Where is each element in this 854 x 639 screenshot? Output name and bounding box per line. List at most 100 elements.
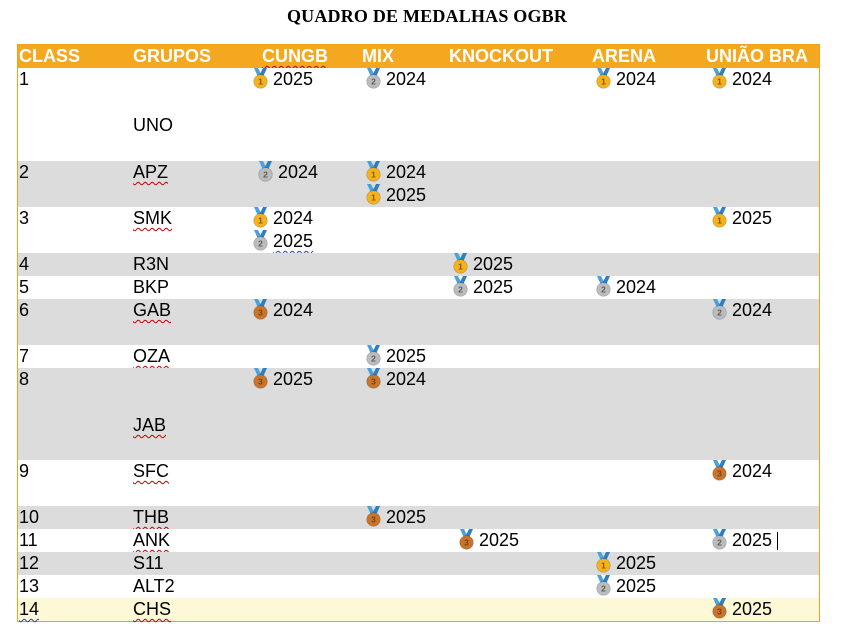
table-row: 8 JAB 3 2025 3 2024 <box>18 368 819 460</box>
cungb-medal-entry[interactable]: 3 2024 <box>252 299 313 322</box>
uniao-medal-entry[interactable]: 2 2025 <box>711 529 779 552</box>
grupo-value: APZ <box>133 162 169 182</box>
arena-medal-entry[interactable]: 2 2024 <box>595 276 656 299</box>
header-arena[interactable]: ARENA <box>592 46 657 66</box>
silver-medal-icon: 2 <box>712 299 727 320</box>
table-row: 12 S11 1 2025 <box>18 552 819 575</box>
medal-year: 2025 <box>386 507 427 527</box>
medal-year: 2024 <box>732 461 773 481</box>
header-grupos[interactable]: GRUPOS <box>133 46 212 66</box>
grupo-cell[interactable]: JAB <box>133 414 166 437</box>
medal-year: 2025 <box>386 185 427 205</box>
arena-medal-entry[interactable]: 1 2024 <box>595 68 656 91</box>
text-cursor <box>777 531 779 550</box>
class-cell[interactable]: 10 <box>19 506 39 529</box>
medal-year: 2024 <box>278 162 319 182</box>
table-row: 3 SMK 1 2024 2 2025 1 2025 <box>18 207 819 253</box>
medal-year: 2025 <box>616 553 657 573</box>
header-uniao[interactable]: UNIÃO BRA <box>706 46 808 66</box>
class-cell[interactable]: 14 <box>19 598 39 621</box>
grupo-cell[interactable]: GAB <box>133 299 171 322</box>
medal-year: 2024 <box>732 300 773 320</box>
silver-medal-icon: 2 <box>258 161 273 182</box>
grupo-value: SMK <box>133 208 173 228</box>
uniao-medal-entry[interactable]: 3 2025 <box>711 598 772 621</box>
svg-text:3: 3 <box>258 308 263 318</box>
header-knockout[interactable]: KNOCKOUT <box>449 46 553 66</box>
table-row: 5 BKP 2 2025 2 2024 <box>18 276 819 299</box>
mix-medal-entry[interactable]: 1 2024 <box>365 161 426 184</box>
knockout-medal-entry[interactable]: 1 2025 <box>452 253 513 276</box>
cungb-medal-entry[interactable]: 2 2024 <box>257 161 318 184</box>
bronze-medal-icon: 3 <box>712 460 727 481</box>
uniao-medal-entry[interactable]: 1 2025 <box>711 207 772 230</box>
mix-medal-entry[interactable]: 2 2024 <box>365 68 426 91</box>
class-cell[interactable]: 4 <box>19 253 29 276</box>
grupo-cell[interactable]: UNO <box>133 114 173 137</box>
class-cell[interactable]: 1 <box>19 68 29 91</box>
medal-year: 2025 <box>732 530 773 550</box>
grupo-cell[interactable]: SFC <box>133 460 169 483</box>
mix-medal-entry[interactable]: 1 2025 <box>365 184 426 207</box>
header-cungb-label: CUNGB <box>262 46 328 66</box>
class-cell[interactable]: 9 <box>19 460 29 483</box>
grupo-cell[interactable]: S11 <box>133 552 164 575</box>
mix-medal-entry[interactable]: 2 2025 <box>365 345 426 368</box>
grupo-cell[interactable]: OZA <box>133 345 170 368</box>
grupo-cell[interactable]: BKP <box>133 276 169 299</box>
class-cell[interactable]: 5 <box>19 276 29 299</box>
grupo-value: GAB <box>133 300 172 320</box>
class-value: 1 <box>19 69 30 89</box>
grupo-cell[interactable]: CHS <box>133 598 171 621</box>
cungb-medal-entry[interactable]: 3 2025 <box>252 368 313 391</box>
svg-text:2: 2 <box>601 584 606 594</box>
uniao-medal-entry[interactable]: 3 2024 <box>711 460 772 483</box>
grupo-value: S11 <box>133 553 164 573</box>
class-cell[interactable]: 3 <box>19 207 29 230</box>
svg-text:3: 3 <box>371 515 376 525</box>
class-cell[interactable]: 12 <box>19 552 39 575</box>
arena-medal-entry[interactable]: 2 2025 <box>595 575 656 598</box>
class-cell[interactable]: 8 <box>19 368 29 391</box>
svg-text:2: 2 <box>601 285 606 295</box>
table-row: 9 SFC 3 2024 <box>18 460 819 506</box>
medal-year: 2025 <box>732 208 773 228</box>
class-cell[interactable]: 13 <box>19 575 39 598</box>
cungb-medal-entry[interactable]: 2 2025 <box>252 230 313 253</box>
grupo-cell[interactable]: R3N <box>133 253 169 276</box>
grupo-cell[interactable]: ANK <box>133 529 170 552</box>
class-value: 2 <box>19 162 30 182</box>
silver-medal-icon: 2 <box>596 575 611 596</box>
silver-medal-icon: 2 <box>253 230 268 251</box>
svg-text:2: 2 <box>717 538 722 548</box>
class-value: 8 <box>19 369 30 389</box>
knockout-medal-entry[interactable]: 2 2025 <box>452 276 513 299</box>
grupo-cell[interactable]: ALT2 <box>133 575 175 598</box>
medal-year: 2025 <box>273 231 314 251</box>
silver-medal-icon: 2 <box>596 276 611 297</box>
grupo-value: ALT2 <box>133 576 175 596</box>
header-mix[interactable]: MIX <box>362 46 395 66</box>
class-cell[interactable]: 2 <box>19 161 29 184</box>
grupo-cell[interactable]: APZ <box>133 161 168 184</box>
class-cell[interactable]: 7 <box>19 345 29 368</box>
header-cungb[interactable]: CUNGB <box>262 45 328 68</box>
knockout-medal-entry[interactable]: 3 2025 <box>458 529 519 552</box>
mix-medal-entry[interactable]: 3 2025 <box>365 506 426 529</box>
grupo-cell[interactable]: THB <box>133 506 169 529</box>
bronze-medal-icon: 3 <box>712 598 727 619</box>
grupo-cell[interactable]: SMK <box>133 207 172 230</box>
mix-medal-entry[interactable]: 3 2024 <box>365 368 426 391</box>
header-class[interactable]: CLASS <box>19 46 81 66</box>
svg-text:2: 2 <box>258 239 263 249</box>
cungb-medal-entry[interactable]: 1 2024 <box>252 207 313 230</box>
uniao-medal-entry[interactable]: 2 2024 <box>711 299 772 322</box>
class-cell[interactable]: 6 <box>19 299 29 322</box>
svg-text:1: 1 <box>371 170 376 180</box>
arena-medal-entry[interactable]: 1 2025 <box>595 552 656 575</box>
uniao-medal-entry[interactable]: 1 2024 <box>711 68 772 91</box>
grupo-value: ANK <box>133 530 171 550</box>
class-cell[interactable]: 11 <box>19 529 38 552</box>
cungb-medal-entry[interactable]: 1 2025 <box>252 68 313 91</box>
class-value: 4 <box>19 254 30 274</box>
